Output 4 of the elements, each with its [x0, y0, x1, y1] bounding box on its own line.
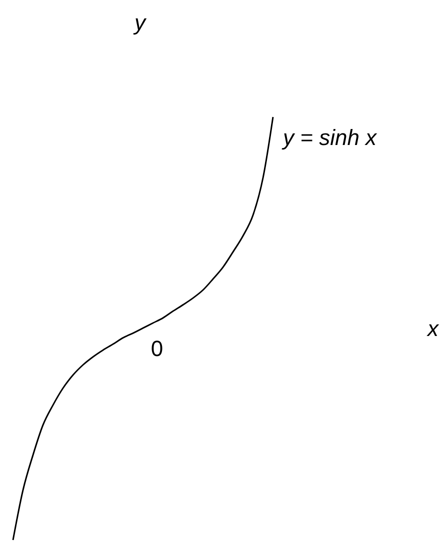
text: x [426, 316, 440, 341]
series-label: y = sinh x [281, 125, 378, 150]
annotation: 0 [150, 336, 164, 362]
text: y [132, 10, 148, 35]
